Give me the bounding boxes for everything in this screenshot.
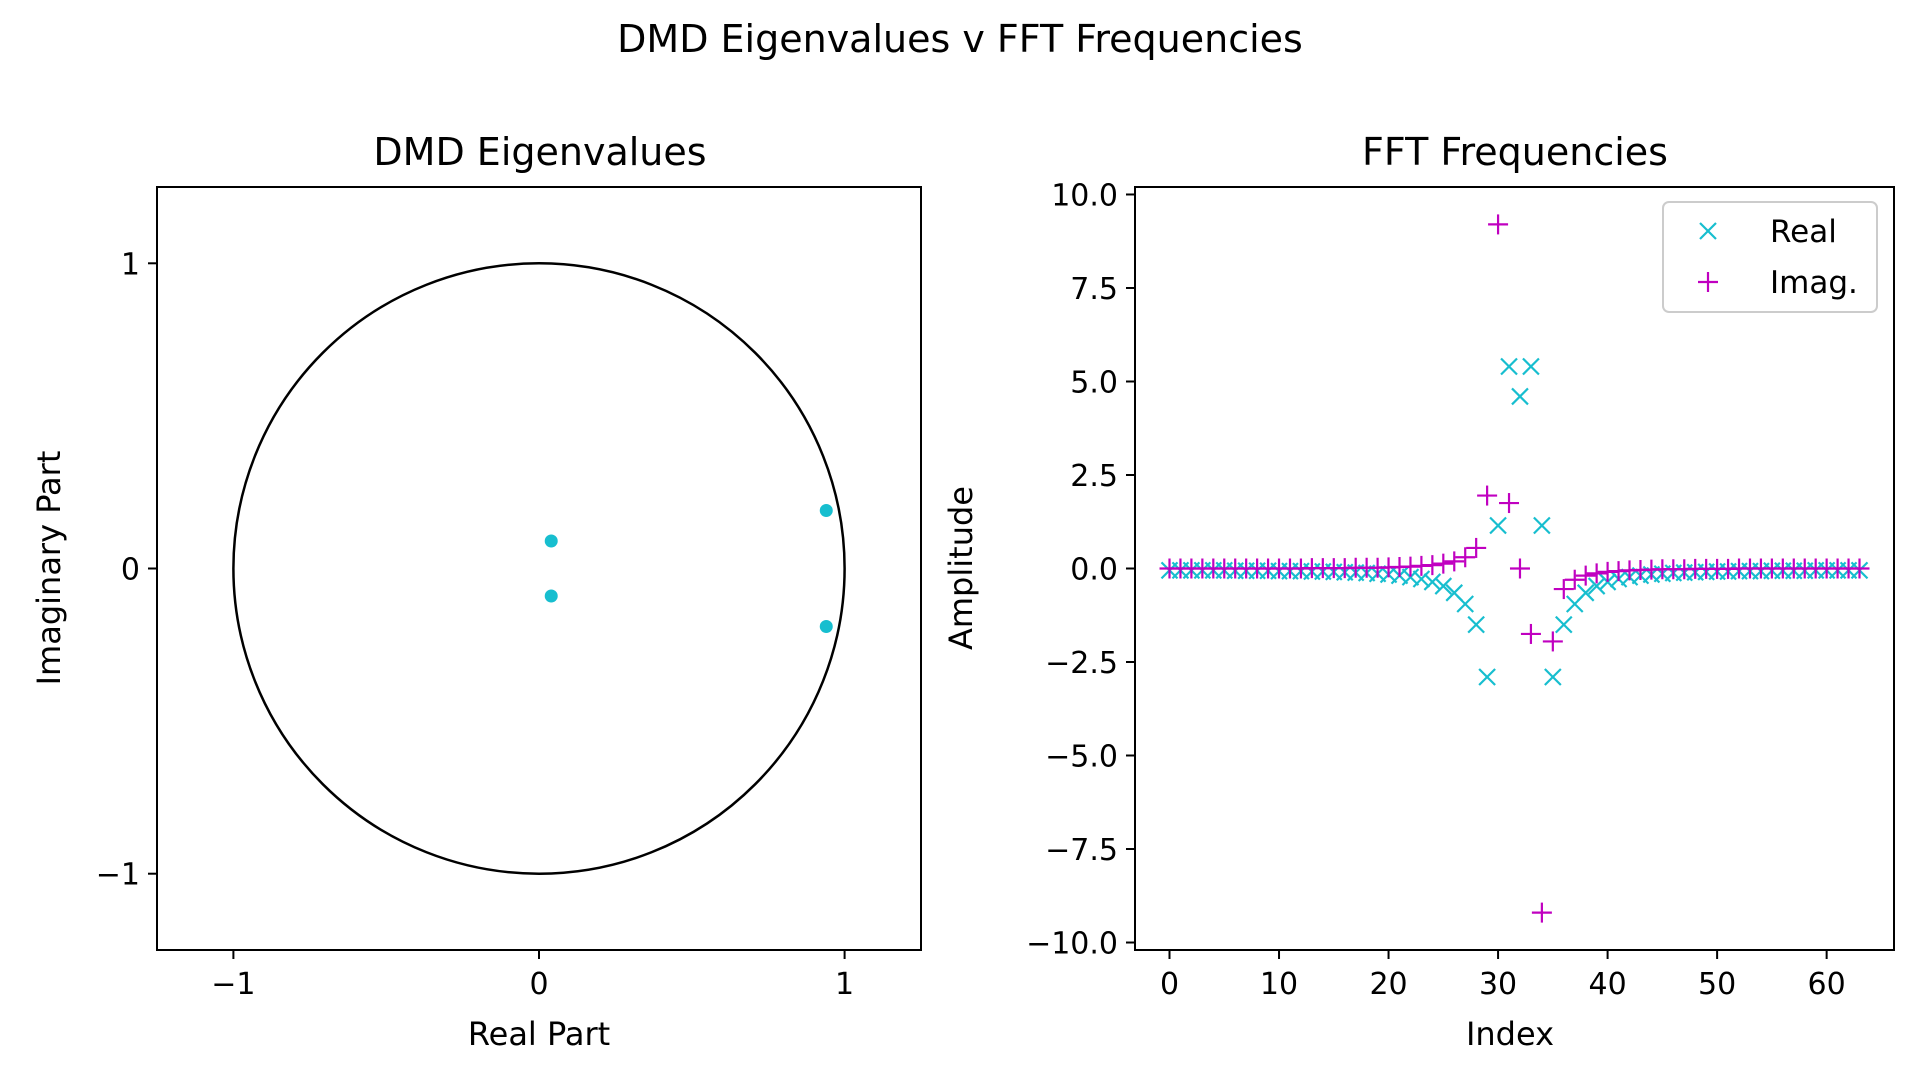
eigenvalue-point (819, 619, 833, 633)
dmd-y-tick-label: 1 (121, 247, 140, 282)
real-marker (1500, 357, 1518, 376)
dmd-ticks: −1 0 1 −1 0 1 (96, 247, 854, 1002)
real-marker (1478, 668, 1496, 686)
dmd-y-axis-label: Imaginary Part (30, 451, 68, 686)
eigenvalue-point (544, 589, 558, 603)
imag-marker (1499, 493, 1520, 514)
real-marker (1467, 615, 1485, 634)
fft-y-tick-label: 0.0 (1070, 553, 1118, 588)
real-marker (1456, 595, 1474, 613)
real-marker (1555, 615, 1573, 634)
fft-series (1159, 214, 1870, 923)
imag-marker (1849, 558, 1870, 579)
dmd-x-tick-label: 0 (529, 967, 548, 1002)
fft-x-tick-label: 40 (1589, 967, 1627, 1002)
fft-x-axis-label: Index (1466, 1015, 1554, 1053)
real-marker (1576, 584, 1595, 602)
dmd-unit-circle-group (232, 262, 846, 875)
real-marker (1489, 516, 1507, 535)
fft-x-tick-label: 10 (1260, 967, 1298, 1002)
imag-marker (1575, 565, 1596, 586)
fft-legend: Real Imag. (1662, 201, 1878, 313)
fft-y-tick-label: 10.0 (1051, 178, 1118, 213)
real-marker (1587, 577, 1606, 595)
fft-y-tick-label: 2.5 (1070, 459, 1118, 494)
fft-x-tick-label: 60 (1808, 967, 1846, 1002)
unit-circle (232, 262, 846, 875)
fft-panel-title: FFT Frequencies (1362, 130, 1668, 174)
imag-marker (1433, 553, 1454, 574)
fft-y-tick-label: −2.5 (1045, 646, 1118, 681)
dmd-x-tick-label: −1 (211, 967, 255, 1002)
dmd-y-tick-label: −1 (96, 858, 140, 893)
figure-suptitle: DMD Eigenvalues v FFT Frequencies (617, 17, 1303, 61)
fft-x-tick-label: 20 (1369, 967, 1407, 1002)
real-marker (1522, 357, 1540, 376)
fft-y-tick-label: −10.0 (1026, 927, 1118, 962)
imag-marker (1509, 558, 1530, 579)
imag-marker (1477, 485, 1498, 506)
dmd-axes-frame (156, 186, 922, 951)
legend-imag-label: Imag. (1770, 265, 1858, 301)
imag-marker (1531, 902, 1552, 923)
fft-x-tick-label: 50 (1698, 967, 1736, 1002)
imag-marker (1520, 623, 1541, 644)
fft-y-tick-label: 5.0 (1070, 365, 1118, 400)
real-marker (1412, 570, 1431, 588)
dmd-eigenvalues-panel: DMD Eigenvalues −1 0 1 −1 0 1 Real Part Imagi… (30, 130, 922, 1053)
dmd-eigenvalue-points (544, 504, 833, 633)
fft-y-tick-label: −7.5 (1045, 833, 1118, 868)
imag-marker (1564, 569, 1585, 590)
fft-y-axis-label: Amplitude (942, 486, 980, 650)
real-marker (1434, 577, 1453, 595)
dmd-x-tick-label: 1 (835, 967, 854, 1002)
eigenvalue-point (544, 534, 558, 548)
dmd-y-tick-label: 0 (121, 553, 140, 588)
real-marker (1423, 573, 1442, 591)
real-marker (1401, 568, 1420, 586)
legend-real-marker (1699, 222, 1717, 240)
fft-x-tick-label: 0 (1160, 967, 1179, 1002)
fft-y-tick-label: −5.0 (1045, 740, 1118, 775)
imag-marker (1553, 579, 1574, 600)
fft-frequencies-panel: FFT Frequencies 0 10 20 30 40 50 60 10.0 7.5 5.0 2… (942, 130, 1895, 1053)
legend-real-label: Real (1770, 214, 1837, 250)
real-marker (1544, 668, 1562, 686)
fft-y-tick-label: 7.5 (1070, 272, 1118, 307)
imag-marker (1455, 547, 1476, 568)
legend-imag-plus (1698, 272, 1718, 292)
legend-real-x (1699, 222, 1717, 240)
imag-marker (1422, 555, 1443, 576)
legend-imag-marker (1698, 272, 1718, 292)
real-marker (1511, 387, 1529, 406)
dmd-x-axis-label: Real Part (468, 1015, 610, 1053)
imag-marker (1586, 563, 1607, 584)
fft-x-tick-label: 30 (1479, 967, 1517, 1002)
dmd-panel-title: DMD Eigenvalues (373, 130, 706, 174)
imag-marker (1542, 631, 1563, 652)
imag-marker (1488, 214, 1509, 235)
eigenvalue-point (819, 504, 833, 518)
real-marker (1533, 516, 1551, 535)
imag-marker (1444, 551, 1465, 572)
real-marker (1598, 573, 1617, 591)
fft-ticks: 0 10 20 30 40 50 60 10.0 7.5 5.0 2.5 0.0 −2.5 −5.0 −7.… (1026, 178, 1846, 1002)
imag-marker (1466, 537, 1487, 558)
legend-box (1662, 201, 1878, 313)
